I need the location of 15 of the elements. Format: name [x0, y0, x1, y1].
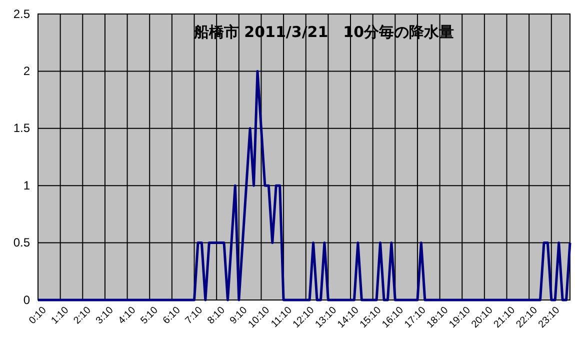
x-tick-label: 6:10	[161, 304, 183, 326]
x-tick-label: 3:10	[94, 304, 116, 326]
x-tick-label: 9:10	[228, 304, 250, 326]
y-tick-label: 1	[23, 178, 30, 192]
y-tick-label: 0.5	[13, 236, 30, 250]
x-tick-label: 0:10	[27, 304, 50, 326]
x-tick-label: 4:10	[116, 304, 138, 326]
x-tick-label: 7:10	[183, 304, 206, 326]
y-tick-label: 0	[23, 292, 30, 307]
x-tick-label: 8:10	[206, 304, 228, 326]
y-tick-label: 1.5	[13, 121, 30, 136]
y-tick-label: 2.5	[13, 6, 30, 21]
x-tick-label: 5:10	[138, 304, 161, 326]
y-tick-label: 2	[23, 64, 30, 78]
line-series	[36, 70, 572, 302]
